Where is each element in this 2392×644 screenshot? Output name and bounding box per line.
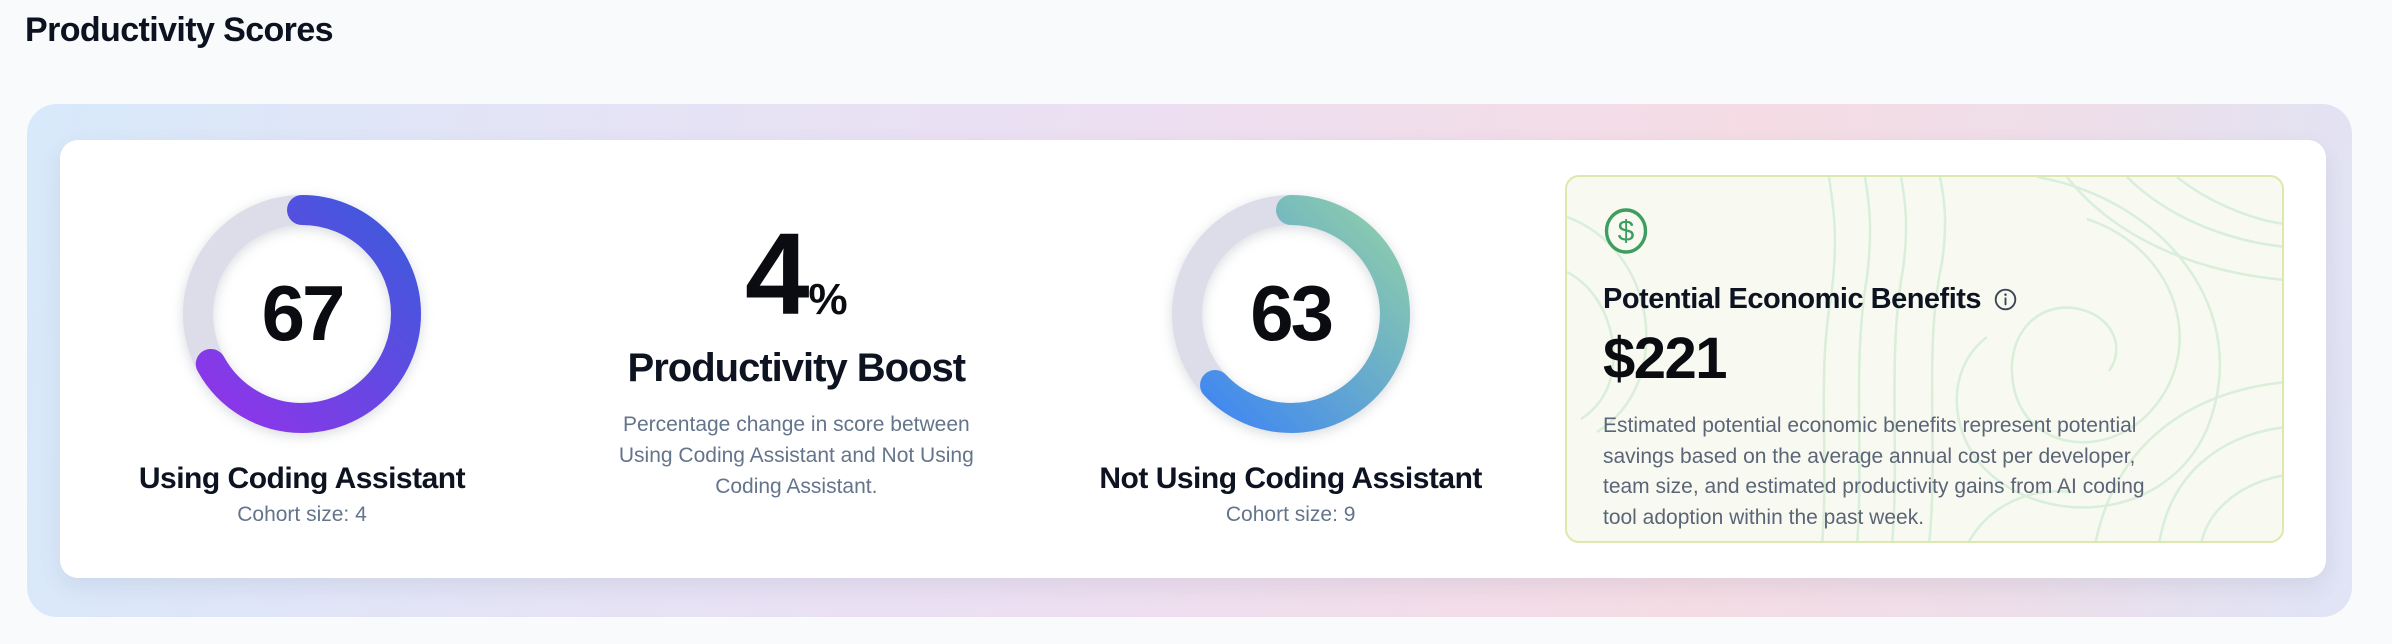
gauge-label: Not Using Coding Assistant: [1099, 461, 1482, 495]
economic-benefits-card: $ Potential Economic Benefits $221 Estim…: [1564, 175, 2284, 543]
benefits-amount: $221: [1602, 326, 1728, 391]
benefits-title-row: Potential Economic Benefits: [1603, 283, 2246, 316]
gauge-using-assistant: 67 Using Coding Assistant Cohort size: 4: [102, 192, 502, 527]
gauge-ring: 67: [180, 192, 424, 436]
boost-number: 4: [745, 209, 809, 339]
gauge-arc: [183, 194, 421, 433]
benefits-description: Estimated potential economic benefits re…: [1602, 414, 2145, 529]
circle-dollar-icon: $: [1604, 208, 1648, 254]
gauge-label: Using Coding Assistant: [138, 461, 466, 495]
gauge-score: 67: [261, 269, 346, 357]
productivity-boost-section: 4% Productivity Boost Percentage change …: [576, 216, 1016, 502]
info-icon[interactable]: [1994, 288, 2017, 311]
gauge-svg: [183, 194, 421, 433]
gauge-cohort-size: Cohort size: 4: [237, 502, 367, 526]
gauge-score: 63: [1250, 269, 1334, 357]
gradient-wrapper: 67 Using Coding Assistant Cohort size: 4…: [27, 104, 2352, 617]
gauge-cohort-size: Cohort size: 9: [1225, 502, 1356, 526]
topographic-pattern: [1566, 177, 2282, 541]
boost-description: Percentage change in score between Using…: [618, 413, 974, 498]
gauge-svg: [1171, 194, 1410, 433]
gauge-not-using-assistant: 63 Not Using Coding Assistant Cohort siz…: [1091, 192, 1491, 527]
gauge-ring: 63: [1169, 192, 1413, 436]
boost-percent-sign: %: [808, 275, 848, 324]
svg-text:$: $: [1618, 215, 1635, 248]
boost-label: Productivity Boost: [627, 346, 967, 390]
boost-value: 4%: [576, 216, 1016, 332]
benefits-content: $ Potential Economic Benefits $221 Estim…: [1603, 207, 2246, 533]
page-title: Productivity Scores: [25, 11, 334, 49]
gauge-arc: [1171, 194, 1410, 433]
productivity-scores-card: 67 Using Coding Assistant Cohort size: 4…: [60, 140, 2326, 578]
benefits-title: Potential Economic Benefits: [1602, 283, 1982, 315]
